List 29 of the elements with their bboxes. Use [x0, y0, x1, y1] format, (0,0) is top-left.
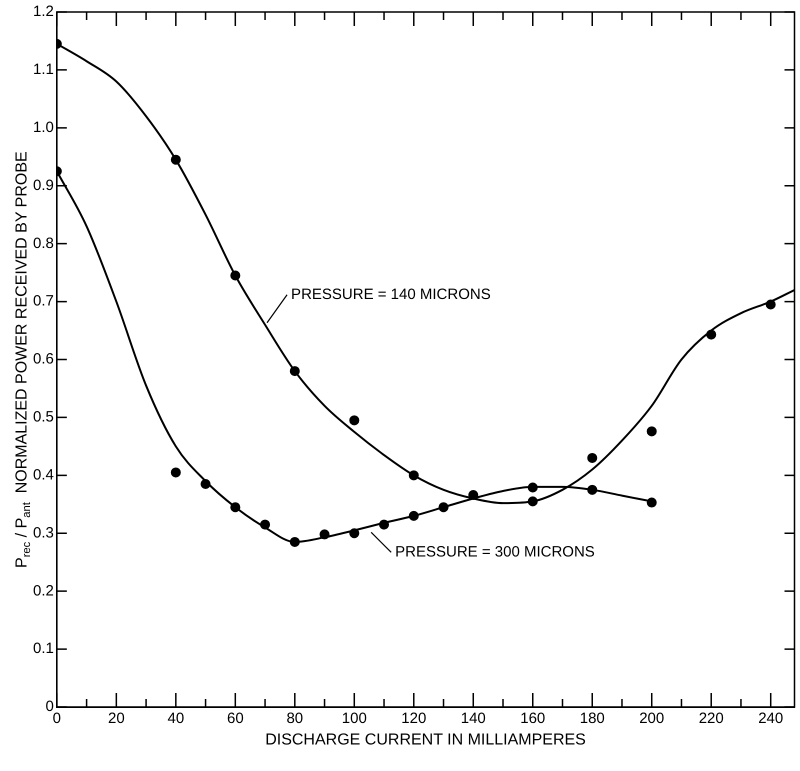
x-tick-label: 160 — [520, 710, 546, 728]
x-tick-label: 40 — [167, 710, 184, 728]
y-tick-label: 0.9 — [32, 176, 54, 194]
x-tick-label: 80 — [286, 710, 304, 728]
x-tick-label: 60 — [226, 710, 244, 728]
x-tick-label: 220 — [698, 710, 724, 728]
x-tick-label: 120 — [401, 710, 426, 728]
y-tick-label: 0.7 — [32, 292, 54, 310]
y-axis-title: Prec / Pant NORMALIZED POWER RECEIVED BY PROBE — [13, 151, 33, 568]
y-tick-label: 1.1 — [32, 61, 54, 78]
x-tick-label: 100 — [342, 710, 367, 728]
x-tick-label: 180 — [580, 710, 605, 728]
y-tick-label: 0.1 — [32, 640, 54, 658]
x-tick-label: 200 — [639, 710, 664, 728]
y-tick-label: 0.8 — [32, 234, 54, 252]
x-tick-label: 20 — [108, 710, 125, 728]
y-tick-label: 0.4 — [32, 466, 54, 484]
x-tick-label: 240 — [758, 710, 784, 728]
annotation: PRESSURE = 140 MICRONS — [291, 286, 491, 303]
y-tick-label: 0.3 — [32, 524, 54, 542]
y-tick-label: 1.0 — [32, 118, 54, 136]
y-tick-label: 0.5 — [32, 408, 54, 426]
y-tick-label: 1.2 — [32, 3, 54, 20]
y-tick-label: 0.6 — [32, 350, 54, 368]
x-tick-label: 140 — [460, 710, 486, 728]
y-tick-label: 0.2 — [32, 582, 54, 600]
x-axis-title: DISCHARGE CURRENT IN MILLIAMPERES — [265, 731, 586, 748]
y-tick-label: 0 — [46, 698, 54, 716]
annotation: PRESSURE = 300 MICRONS — [395, 543, 595, 560]
